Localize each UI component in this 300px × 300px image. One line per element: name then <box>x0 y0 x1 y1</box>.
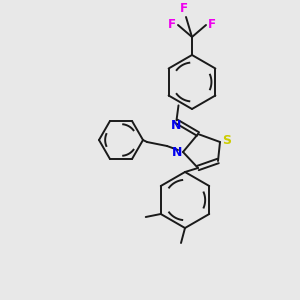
Text: N: N <box>171 119 182 132</box>
Text: F: F <box>180 2 188 16</box>
Text: N: N <box>172 146 182 160</box>
Text: S: S <box>223 134 232 148</box>
Text: F: F <box>208 17 216 31</box>
Text: F: F <box>168 17 176 31</box>
